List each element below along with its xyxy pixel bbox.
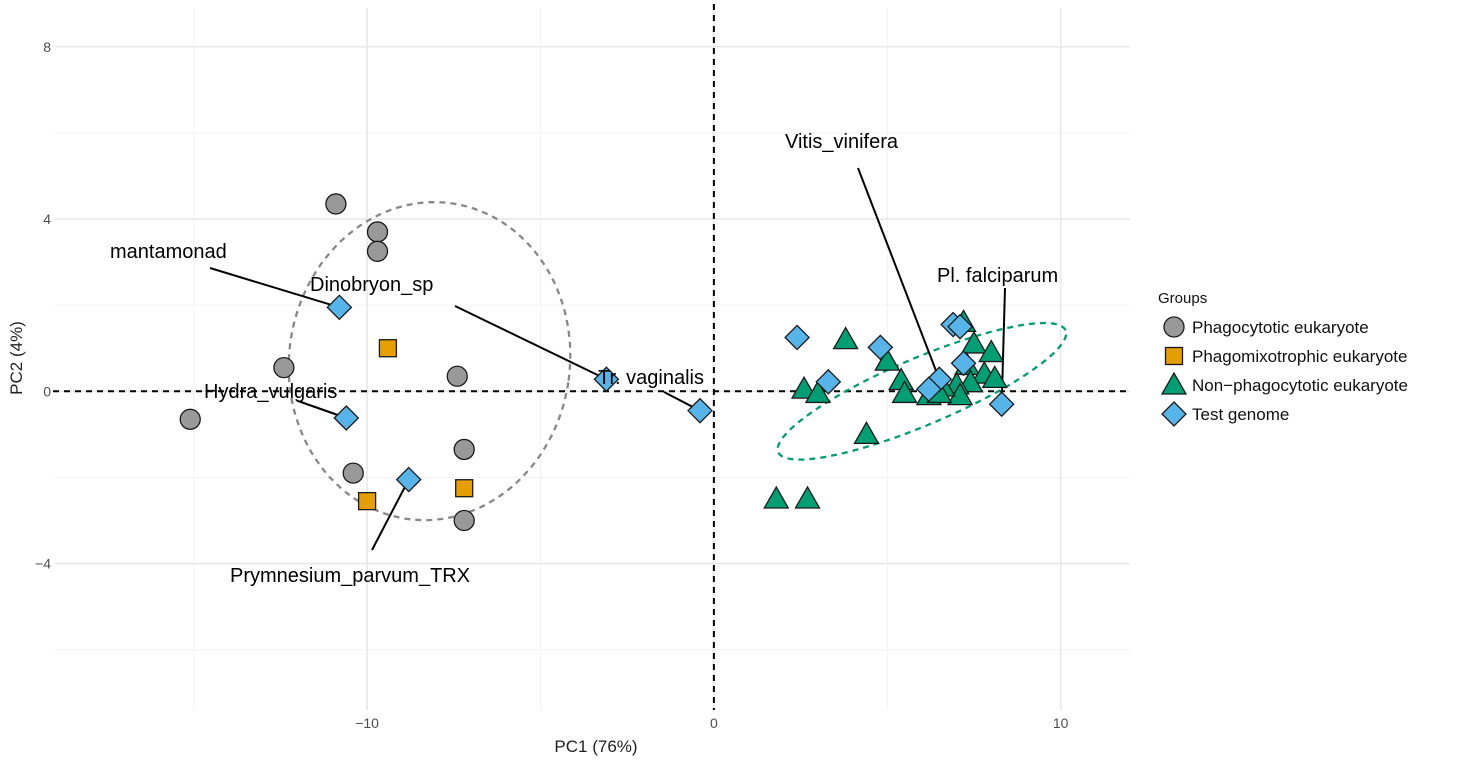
annotation-label: mantamonad xyxy=(110,241,227,263)
point-triangle xyxy=(978,339,1005,363)
ellipse-phagocytotic-eukaryote xyxy=(287,201,572,522)
y-tick-label: 8 xyxy=(43,39,51,55)
axis-ticks: −10 0 10 −4 0 4 8 xyxy=(35,39,1069,731)
point-triangle xyxy=(763,485,790,509)
x-tick-label: 10 xyxy=(1053,715,1069,731)
point-triangle xyxy=(790,375,818,399)
legend-label: Phagomixotrophic eukaryote xyxy=(1192,347,1407,366)
point-diamond xyxy=(333,405,360,431)
legend-key-circle xyxy=(1163,316,1185,338)
point-triangle xyxy=(804,380,832,404)
point-diamond xyxy=(815,368,842,395)
point-square xyxy=(455,479,474,498)
point-diamond xyxy=(687,397,713,424)
annotation-connector xyxy=(857,167,941,380)
point-diamond xyxy=(915,376,942,403)
annotation-label: Prymnesium_parvum_TRX xyxy=(230,565,470,587)
annotation-label: Pl. falciparum xyxy=(937,265,1058,287)
point-triangle xyxy=(832,326,859,350)
point-circle xyxy=(366,240,389,262)
point-triangle xyxy=(853,421,880,445)
point-square xyxy=(357,491,377,511)
point-diamond xyxy=(593,366,620,393)
legend-key-diamond xyxy=(1161,401,1187,427)
annotation-connector xyxy=(454,305,607,381)
y-axis-title: PC2 (4%) xyxy=(7,321,26,395)
point-circle xyxy=(342,462,364,484)
point-circle xyxy=(273,356,295,379)
legend-key-square xyxy=(1164,346,1184,366)
x-tick-label: −10 xyxy=(355,715,379,731)
legend-label: Phagocytotic eukaryote xyxy=(1192,318,1369,337)
annotation-label: Dinobryon_sp xyxy=(310,274,433,296)
point-annotations: mantamonad Dinobryon_sp Hydra_vulgaris Prym… xyxy=(110,131,1058,587)
point-circle xyxy=(325,193,347,215)
legend: Groups Phagocytotic eukaryote Phagomixotr… xyxy=(1158,290,1408,427)
point-circle xyxy=(179,408,201,430)
point-diamond xyxy=(784,324,811,351)
point-triangle xyxy=(981,365,1008,389)
legend-label: Test genome xyxy=(1192,405,1289,424)
y-tick-label: 0 xyxy=(43,383,51,399)
annotation-connector xyxy=(209,267,340,309)
annotation-connector xyxy=(371,479,410,551)
y-tick-label: 4 xyxy=(43,211,51,227)
data-points xyxy=(179,193,1015,532)
point-diamond xyxy=(326,294,353,321)
reference-lines xyxy=(53,4,1130,710)
point-diamond xyxy=(947,313,973,340)
point-triangle xyxy=(891,380,918,404)
point-diamond xyxy=(950,350,977,377)
point-circle xyxy=(446,365,468,387)
annotation-label: Tr. vaginalis xyxy=(598,367,704,389)
point-circle xyxy=(453,509,475,532)
annotation-label: Hydra_vulgaris xyxy=(204,381,337,403)
point-diamond xyxy=(867,334,894,361)
point-triangle xyxy=(960,330,988,354)
point-triangle xyxy=(874,347,901,371)
point-triangle xyxy=(794,485,821,509)
point-circle xyxy=(453,438,475,461)
point-diamond xyxy=(395,466,422,493)
point-diamond xyxy=(988,391,1015,418)
x-axis-title: PC1 (76%) xyxy=(554,737,637,756)
annotation-connectors xyxy=(209,167,1006,551)
y-tick-label: −4 xyxy=(35,556,51,572)
legend-key-triangle xyxy=(1160,371,1188,395)
legend-label: Non−phagocytotic eukaryote xyxy=(1192,376,1408,395)
x-tick-label: 0 xyxy=(710,715,718,731)
annotation-label: Vitis_vinifera xyxy=(785,131,899,153)
legend-title: Groups xyxy=(1158,290,1207,307)
point-circle xyxy=(366,221,389,243)
point-square xyxy=(378,339,398,358)
